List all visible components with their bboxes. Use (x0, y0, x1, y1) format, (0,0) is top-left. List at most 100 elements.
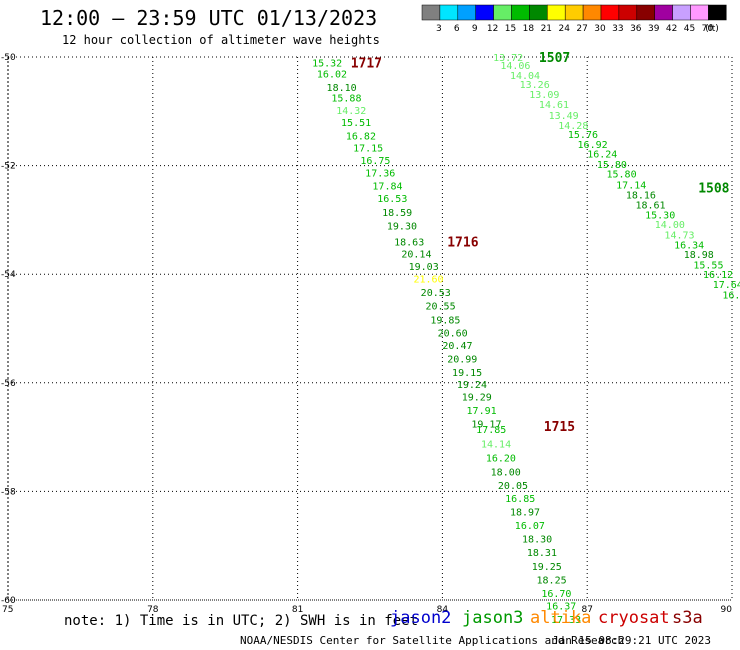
y-tick-label: -52 (1, 162, 16, 172)
legend-swatch (672, 4, 691, 21)
wave-height-label: 17.64 (713, 280, 740, 291)
legend-label: 21 (541, 24, 552, 34)
wave-height-label: 14.28 (558, 121, 588, 132)
chart-subtitle: 12 hour collection of altimeter wave hei… (62, 33, 380, 47)
footer-timestamp: Jan 15 08:29:21 UTC 2023 (552, 634, 711, 647)
footer-note: note: 1) Time is in UTC; 2) SWH is in fe… (64, 613, 419, 629)
x-tick-label: 87 (581, 605, 592, 615)
wave-height-label: 16.75 (360, 156, 390, 167)
legend-swatch (457, 4, 476, 21)
wave-height-label: 16.70 (541, 589, 571, 600)
legend-swatch (564, 4, 584, 21)
legend-label: 30 (594, 24, 606, 34)
legend-swatch (511, 4, 530, 21)
wave-height-label: 18.00 (491, 467, 521, 478)
wave-height-label: 16.92 (578, 140, 608, 151)
y-tick-label: -54 (1, 270, 16, 280)
legend-swatch (582, 4, 602, 21)
legend-label: 27 (576, 24, 587, 34)
wave-height-label: 19.03 (409, 262, 439, 273)
legend-label: 9 (472, 24, 478, 34)
legend-swatch (708, 4, 727, 21)
track-labels: 1717 1716 1715 1507 1508 (351, 51, 730, 435)
wave-height-label: 16.24 (587, 150, 617, 161)
legend-label: 18 (523, 24, 535, 34)
legend-swatch (421, 4, 441, 21)
wave-height-label: 16.82 (346, 132, 376, 143)
legend-swatch (636, 4, 655, 21)
wave-height-label: 15.88 (331, 94, 361, 105)
wave-height-label: 15.55 (693, 260, 723, 271)
y-tick-label: -56 (1, 379, 16, 389)
legend-label: 33 (612, 24, 623, 34)
legend-swatch (690, 4, 709, 21)
wave-height-label: 17.36 (365, 169, 395, 180)
wave-height-label: 14.61 (539, 100, 569, 111)
y-tick-label: -60 (1, 596, 16, 606)
legend-swatch (547, 4, 566, 21)
wave-height-label: 19.24 (457, 380, 487, 391)
legend-label: 70 (702, 24, 714, 34)
wave-height-label: 19.15 (452, 368, 482, 379)
wave-height-label: 18.59 (382, 208, 412, 219)
wave-height-label: 14.04 (510, 71, 540, 82)
legend-swatch (618, 4, 638, 21)
wave-height-label: 14.06 (500, 61, 530, 72)
track-number-label: 1716 (447, 236, 478, 251)
satellite-jason2: jason2 (390, 608, 452, 628)
legend-label: 15 (505, 24, 516, 34)
track-number-label: 1715 (544, 420, 575, 435)
wave-height-label: 20.60 (438, 328, 468, 339)
wave-height-label: 19.25 (532, 562, 562, 573)
wave-height-label: 17.85 (476, 425, 506, 436)
legend-label: 24 (558, 24, 570, 34)
chart-title: 12:00 – 23:59 UTC 01/13/2023 (40, 6, 378, 30)
wave-height-label: 17.91 (467, 406, 497, 417)
legend-label: 45 (684, 24, 695, 34)
wave-height-label: 17.14 (616, 181, 646, 192)
track-number-label: 1507 (539, 51, 570, 66)
wave-height-label: 18.16 (626, 190, 656, 201)
wave-height-label: 16.5 (722, 290, 740, 301)
wave-height-label: 17.15 (353, 144, 383, 155)
x-tick-label: 90 (721, 605, 733, 615)
legend-label: 42 (666, 24, 677, 34)
wave-height-label: 16.20 (486, 454, 516, 465)
wave-height-label: 17.84 (372, 182, 402, 193)
x-tick-label: 84 (437, 605, 449, 615)
legend-label: 6 (454, 24, 460, 34)
wave-height-label: 18.10 (327, 83, 357, 94)
wave-height-label: 19.30 (387, 221, 417, 232)
satellite-cryosat: cryosat (598, 608, 670, 628)
wave-height-label: 18.25 (537, 575, 567, 586)
legend-swatch (439, 4, 459, 21)
legend-swatch (600, 4, 620, 21)
wave-height-label: 14.00 (655, 220, 685, 231)
chart-grid (7, 56, 733, 601)
y-tick-label: -50 (1, 53, 16, 63)
legend-label: 3 (436, 24, 442, 34)
wave-height-label: 20.53 (421, 288, 451, 299)
wave-height-label: 16.34 (674, 240, 704, 251)
x-tick-label: 78 (147, 605, 159, 615)
wave-height-label: 16.37 (546, 601, 576, 612)
x-tick-label: 75 (2, 605, 13, 615)
plot-frame (7, 56, 733, 601)
legend-label: 36 (630, 24, 642, 34)
wave-height-label: 15.80 (597, 160, 627, 171)
y-tick-label: -58 (1, 487, 16, 497)
wave-height-label: 19.85 (430, 315, 460, 326)
wave-height-label: 19.17 (471, 420, 501, 431)
wave-height-label: 18.63 (394, 238, 424, 249)
wave-height-label: 15.76 (568, 130, 598, 141)
wave-height-label: 18.30 (522, 535, 552, 546)
wave-height-label: 20.55 (426, 302, 456, 313)
wave-height-label: 18.31 (527, 548, 557, 559)
wave-height-label: 15.30 (645, 210, 675, 221)
wave-height-label: 15.80 (607, 170, 637, 181)
wave-height-label: 18.61 (635, 201, 665, 212)
wave-height-label: 20.05 (498, 481, 528, 492)
satellite-altika: altika (530, 608, 592, 628)
